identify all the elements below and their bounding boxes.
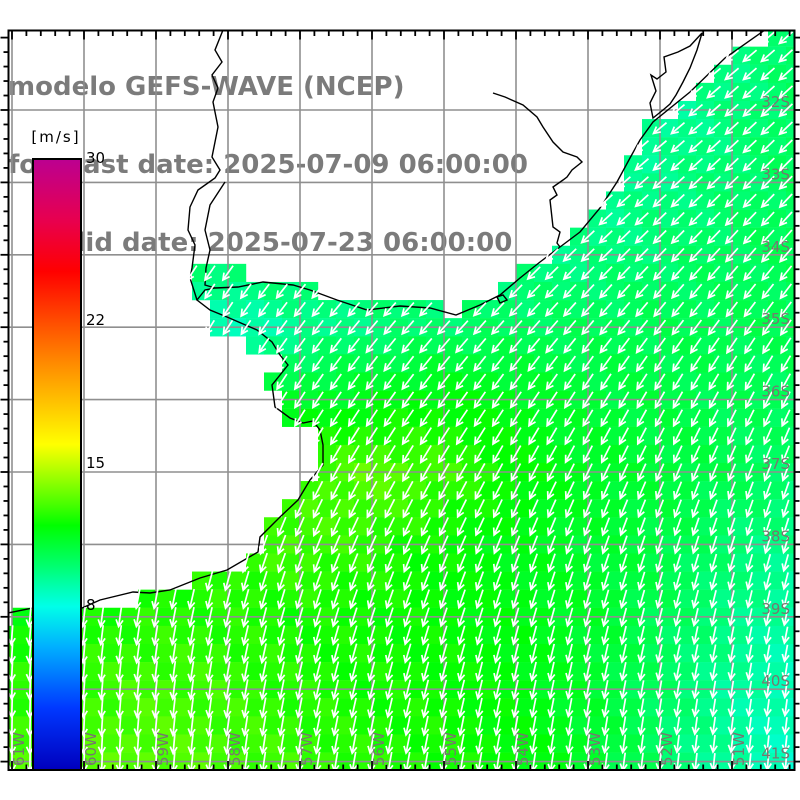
forecast-date-line: forecast date: 2025-07-09 06:00:00 [8,150,528,180]
colorbar-tick-15: 15 [86,453,106,472]
lat-label-33S: 33S [761,165,790,183]
lat-label-34S: 34S [761,238,790,256]
lat-label-36S: 36S [761,383,790,401]
lon-label-58W: 58W [226,732,244,766]
lon-label-57W: 57W [298,732,316,766]
longitude-labels: 61W 60W 59W 58W 57W 56W 55W 54W 53W 52W 51W [10,732,748,766]
lon-label-52W: 52W [658,732,676,766]
lon-label-60W: 60W [82,732,100,766]
lat-label-32S: 32S [761,93,790,111]
axis-ticks [0,30,800,770]
lat-label-39S: 39S [761,600,790,618]
lon-label-59W: 59W [154,732,172,766]
lon-label-51W: 51W [730,732,748,766]
colorbar-tick-30: 30 [86,149,106,167]
lat-label-40S: 40S [761,672,790,690]
model-title: modelo GEFS-WAVE (NCEP) [8,72,405,102]
lon-label-56W: 56W [370,732,388,766]
colorbar [32,158,82,771]
lat-label-35S: 35S [761,310,790,328]
colorbar-tick-22: 22 [86,311,106,330]
lat-label-41S: 41S [761,745,790,763]
lat-label-38S: 38S [761,527,790,545]
lon-label-54W: 54W [514,732,532,766]
coastline [8,30,766,614]
lon-label-55W: 55W [442,732,460,766]
lat-label-37S: 37S [761,455,790,473]
colorbar-tick-8: 8 [86,595,96,614]
latitude-labels: 32S 33S 34S 35S 36S 37S 38S 39S 40S 41S [761,93,790,763]
lon-label-61W: 61W [10,732,28,766]
lon-label-53W: 53W [586,732,604,766]
colorbar-unit-label: [m/s] [31,128,81,146]
